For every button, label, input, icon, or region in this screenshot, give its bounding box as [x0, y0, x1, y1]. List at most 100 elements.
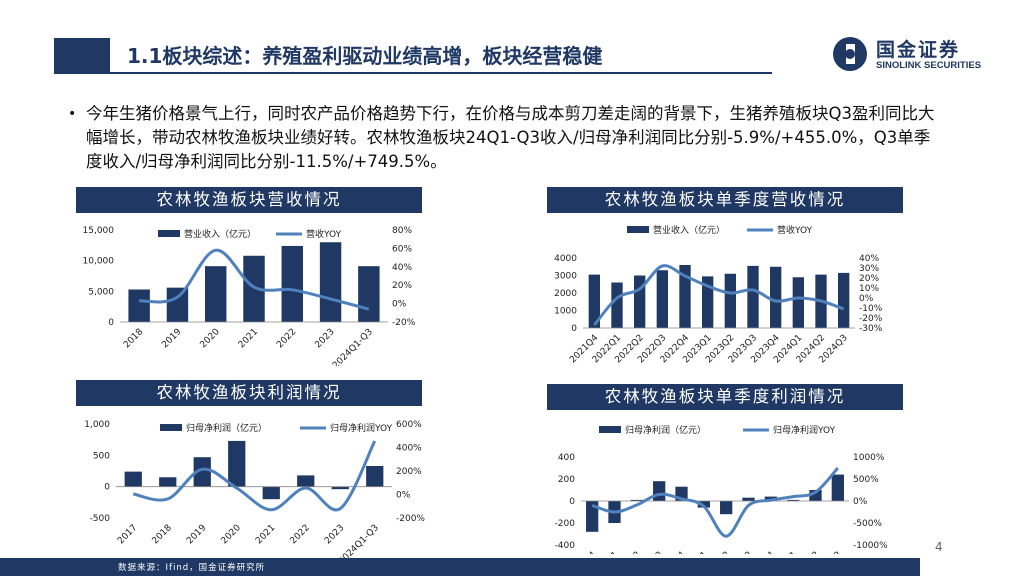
bar [262, 486, 280, 500]
summary-bullet: • 今年生猪价格景气上行，同时农产品价格趋势下行，在价格与成本剪刀差走阔的背景下… [68, 102, 946, 174]
right-tick-label: 0% [853, 497, 868, 507]
left-tick-label: 200 [558, 475, 575, 485]
left-tick-label: 3000 [554, 272, 577, 282]
right-tick-label: -20% [859, 314, 883, 324]
left-tick-label: 0 [104, 483, 110, 493]
right-tick-label: 40% [859, 254, 879, 264]
right-tick-label: 200% [396, 467, 422, 477]
bar [204, 266, 227, 322]
right-tick-label: -200% [396, 514, 425, 524]
left-tick-label: 1000 [554, 307, 577, 317]
bar [720, 501, 733, 515]
legend-bar-swatch [627, 226, 649, 233]
bar [630, 499, 643, 501]
logo-cn-text: 国金证券 [876, 39, 961, 61]
bar [831, 474, 844, 501]
right-tick-label: 20% [859, 274, 879, 284]
left-tick-label: 0 [569, 497, 575, 507]
right-tick-label: -500% [853, 519, 882, 529]
title-accent-bar [54, 38, 110, 72]
bar [128, 289, 150, 322]
category-label: 2017 [116, 523, 139, 546]
category-label: 2020 [199, 327, 222, 350]
profit-quarterly-chart: -400-2000200400-1000%-500%0%500%1000%202… [555, 424, 889, 554]
right-tick-label: 400% [396, 444, 422, 454]
right-tick-label: 20% [392, 281, 412, 291]
right-tick-label: 500% [853, 475, 879, 485]
legend-line-label: 营收YOY [306, 228, 342, 240]
legend-bar-label: 归母净利润（亿元） [625, 424, 706, 436]
bar [656, 270, 668, 328]
bar [724, 273, 736, 328]
right-tick-label: 80% [392, 226, 412, 236]
left-tick-label: -200 [555, 519, 576, 529]
left-tick-label: 15,000 [83, 226, 115, 236]
title-underline [54, 72, 772, 74]
bar [838, 272, 850, 328]
page-title: 1.1板块综述：养殖盈利驱动业绩高增，板块经营稳健 [127, 44, 603, 68]
bar [166, 287, 189, 322]
right-tick-label: 0% [859, 294, 874, 304]
bar [331, 486, 349, 490]
bar [809, 490, 822, 501]
right-tick-label: 0% [392, 300, 407, 310]
category-label: 2022 [275, 327, 298, 350]
chart-title-2: 农林牧渔板块单季度营收情况 [547, 187, 903, 213]
revenue-annual-chart: 0 5,000 10,000 15,000 -20% 0% 20% 40% 60% 80% 2018… [83, 226, 416, 366]
right-tick-label: -10% [859, 304, 883, 314]
left-tick-label: 0 [571, 324, 577, 334]
legend-bar-label: 归母净利润（亿元） [186, 422, 267, 434]
bullet-dot-icon: • [68, 106, 77, 122]
bar [281, 245, 304, 322]
legend-line-label: 营收YOY [777, 224, 813, 236]
category-label: 2019 [160, 327, 183, 350]
category-label: 2020 [220, 523, 243, 546]
yoy-line [591, 466, 839, 538]
left-tick-label: -500 [90, 514, 111, 524]
right-tick-label: 0% [396, 491, 411, 501]
left-tick-label: 2000 [554, 289, 577, 299]
bar [124, 471, 142, 487]
right-tick-label: -1000% [853, 541, 888, 551]
legend-bar-swatch [599, 426, 621, 433]
legend-bar-swatch [160, 424, 182, 431]
bar [747, 265, 759, 328]
bar [702, 276, 714, 328]
left-tick-label: 5,000 [88, 287, 114, 297]
category-label: 2021 [254, 523, 277, 546]
bar [297, 475, 315, 487]
yoy-line [132, 440, 377, 512]
left-tick-label: 4000 [554, 254, 577, 264]
category-label: 2018 [122, 327, 145, 350]
legend-bar-label: 营业收入（亿元） [653, 224, 725, 236]
page-number: 4 [935, 540, 943, 554]
bar [787, 499, 800, 501]
chart-title-4: 农林牧渔板块单季度利润情况 [547, 384, 903, 410]
left-tick-label: 0 [108, 318, 114, 328]
left-tick-label: 500 [93, 451, 110, 461]
category-label: 2022 [289, 523, 312, 546]
left-tick-label: 1,000 [84, 420, 110, 430]
legend-bar-label: 营业收入（亿元） [184, 228, 256, 240]
bar [319, 242, 342, 322]
category-label: 2024Q1-Q3 [331, 327, 375, 366]
legend-line-label: 归母净利润YOY [773, 424, 836, 436]
yoy-line [139, 248, 370, 311]
left-tick-label: 400 [558, 453, 575, 463]
bar [243, 255, 265, 322]
category-label: 2021 [237, 327, 260, 350]
footer-bar [0, 558, 920, 576]
chart-title-3: 农林牧渔板块利润情况 [76, 380, 422, 406]
bar [742, 497, 755, 501]
right-tick-label: 600% [396, 420, 422, 430]
bar [634, 275, 646, 328]
legend-line-label: 归母净利润YOY [330, 422, 393, 434]
right-tick-label: 10% [859, 284, 879, 294]
category-label: 2023 [323, 523, 346, 546]
bar [193, 457, 211, 487]
left-tick-label: -400 [555, 541, 576, 551]
bar [358, 266, 380, 322]
sinolink-logo: 国金证券 SINOLINK SECURITIES [832, 36, 1002, 76]
bar [792, 277, 804, 328]
right-tick-label: -30% [859, 324, 883, 334]
